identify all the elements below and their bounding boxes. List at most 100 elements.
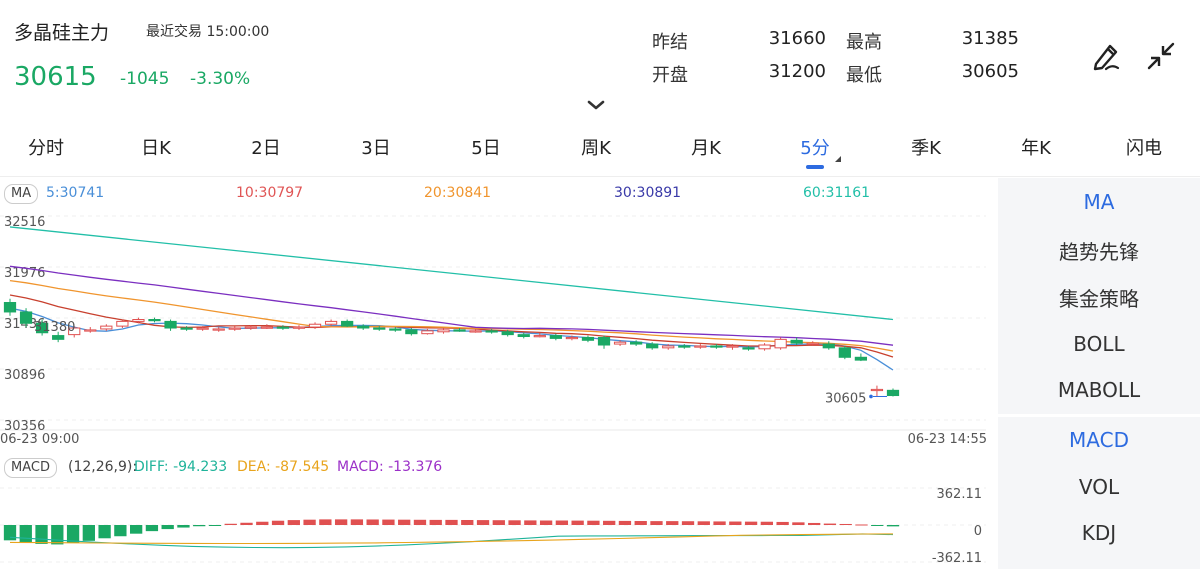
tab-quarterly[interactable]: 季K [911,138,941,159]
candle-body [292,326,306,329]
panel-divider [998,414,1200,417]
candle-body [886,389,900,397]
tab-monthly[interactable]: 月K [691,138,721,159]
macd-bar [129,525,143,534]
macd-bar [618,520,632,525]
macd-bar [145,525,159,532]
candle-body [389,328,402,331]
ma-legend: MA 5:30741 10:30797 20:30841 30:30891 60… [0,184,990,204]
candle-body [597,336,611,346]
macd-bar [224,523,237,525]
prev-close-value: 31660 [768,28,826,49]
candle-body [260,326,273,329]
active-tab-indicator [806,165,824,169]
tab-yearly[interactable]: 年K [1021,138,1051,159]
tab-weekly[interactable]: 周K [581,138,611,159]
high-label: 最高 [846,32,882,53]
last-price: 30615 [14,62,97,92]
candle-body [52,335,65,340]
y-tick-label: 30356 [4,419,45,434]
candle-body [822,343,835,349]
candle-body [196,327,209,330]
indicator-trend-pioneer[interactable]: 趋势先锋 [1059,240,1139,264]
macd-bar [208,525,222,526]
macd-bar [855,524,868,526]
candle-body [164,320,177,329]
tab-flash[interactable]: 闪电 [1126,138,1162,159]
candle-body [469,330,482,333]
chevron-down-icon[interactable] [585,96,607,110]
candle-body [180,327,193,330]
indicator-kdj[interactable]: KDJ [1081,521,1117,545]
tab-2day[interactable]: 2日 [251,138,281,159]
low-price-label: 30605 [825,391,866,406]
macd-bar [571,520,584,525]
ma20-line [9,279,894,352]
ma5-line [9,307,894,371]
macd-badge[interactable]: MACD [4,458,57,478]
indicator-vol[interactable]: VOL [1078,475,1120,499]
candle-body [710,345,723,348]
tab-5min[interactable]: 5分 [800,138,830,159]
macd-dea: DEA: -87.545 [237,459,330,475]
macd-bar [161,525,174,530]
x-end-label: 06-23 14:55 [908,432,987,447]
macd-bar [886,525,900,527]
tab-daily[interactable]: 日K [141,138,171,159]
dea-line [9,533,894,545]
tab-dropdown-caret-icon[interactable] [835,156,841,162]
indicator-maboll[interactable]: MABOLL [1057,378,1141,402]
indicator-ma[interactable]: MA [1083,190,1115,214]
macd-bar [729,521,742,525]
candle-body [19,311,33,324]
macd-bar [66,525,80,543]
candle-body [581,336,595,341]
candle-body [228,327,241,330]
ma30-value: 30:30891 [614,185,682,201]
macd-bar [650,521,663,525]
low-marker-dot [869,394,873,399]
ma-badge[interactable]: MA [4,184,39,204]
macd-chart[interactable]: 362.11 0 -362.11 [0,480,990,569]
tab-intraday[interactable]: 分时 [28,138,64,159]
candle-body [854,356,868,361]
macd-bar [445,519,458,525]
macd-bar [681,521,695,525]
tab-3day[interactable]: 3日 [361,138,391,159]
macd-y-tick-label: 362.11 [937,487,983,502]
candle-body [324,320,338,325]
ma60-line [9,226,894,321]
macd-bar [177,525,190,528]
indicator-macd[interactable]: MACD [1069,428,1129,452]
candle-body [630,341,643,345]
macd-bar [744,521,758,525]
collapse-icon[interactable] [1143,38,1179,74]
kline-chart[interactable]: 3251631976314363089630356313803060506-23… [0,204,990,454]
macd-value: MACD: -13.376 [337,459,443,475]
candle-body [437,329,450,333]
ma10-value: 10:30797 [236,185,304,201]
low-label: 最低 [846,65,882,86]
truncated-price-label: 31380 [34,320,75,335]
candle-body [308,323,322,328]
macd-bar [3,525,17,541]
tab-5day[interactable]: 5日 [471,138,501,159]
candle-body [3,302,17,313]
ma60-value: 60:31161 [803,185,871,201]
macd-bar [776,521,789,525]
macd-bar [508,520,521,525]
candle-body [870,388,884,392]
indicator-fund-strategy[interactable]: 集金策略 [1059,287,1139,311]
candle-body [373,327,386,330]
macd-bar [114,525,127,537]
macd-bar [476,520,490,525]
macd-bar [350,519,364,525]
candle-body [549,335,562,339]
pen-icon[interactable] [1088,38,1124,74]
macd-bar [492,520,505,525]
indicator-boll[interactable]: BOLL [1073,332,1125,356]
macd-bar [713,521,726,525]
candle-body [341,320,354,327]
macd-bar [256,521,269,525]
candle-body [565,336,579,340]
